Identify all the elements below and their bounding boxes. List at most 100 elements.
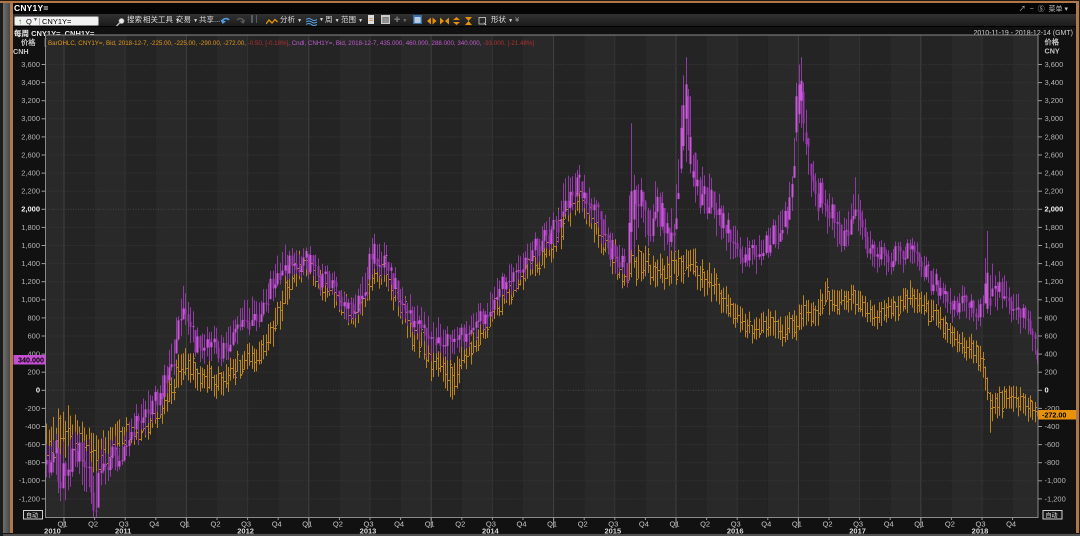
svg-text:Q3: Q3 [853, 520, 863, 529]
svg-text:Q4: Q4 [516, 520, 526, 529]
svg-text:价格: 价格 [1045, 38, 1060, 47]
svg-text:Q2: Q2 [578, 520, 588, 529]
svg-text:Q4: Q4 [149, 520, 159, 529]
svg-text:2013: 2013 [360, 527, 377, 536]
svg-text:2,600: 2,600 [21, 150, 40, 159]
svg-text:-400: -400 [25, 422, 40, 431]
svg-text:2,400: 2,400 [21, 169, 40, 178]
svg-text:Q1: Q1 [57, 520, 67, 529]
svg-text:自动: 自动 [1046, 511, 1058, 519]
svg-text:1,400: 1,400 [1045, 259, 1064, 268]
svg-text:-200: -200 [1045, 404, 1060, 413]
svg-text:2,000: 2,000 [1045, 205, 1064, 214]
svg-text:2016: 2016 [727, 527, 744, 536]
svg-text:Q1: Q1 [914, 520, 924, 529]
svg-text:Q3: Q3 [241, 520, 251, 529]
svg-text:Q4: Q4 [639, 520, 649, 529]
svg-text:-1,000: -1,000 [19, 476, 40, 485]
svg-text:CNH: CNH [13, 47, 29, 56]
svg-text:1,200: 1,200 [1045, 277, 1064, 286]
svg-text:200: 200 [1045, 368, 1058, 377]
svg-text:2,800: 2,800 [21, 132, 40, 141]
svg-text:340.000: 340.000 [18, 355, 44, 364]
svg-text:1,800: 1,800 [21, 223, 40, 232]
svg-text:-1,200: -1,200 [1045, 494, 1066, 503]
svg-text:1,600: 1,600 [1045, 241, 1064, 250]
svg-text:1,400: 1,400 [21, 259, 40, 268]
svg-text:3,400: 3,400 [21, 78, 40, 87]
svg-text:800: 800 [27, 313, 40, 322]
svg-text:2010: 2010 [44, 527, 61, 536]
svg-text:2,400: 2,400 [1045, 169, 1064, 178]
svg-text:0: 0 [36, 386, 40, 395]
svg-text:Q3: Q3 [486, 520, 496, 529]
svg-text:600: 600 [1045, 331, 1058, 340]
svg-text:Q4: Q4 [884, 520, 894, 529]
svg-text:Q3: Q3 [975, 520, 985, 529]
svg-text:Q4: Q4 [272, 520, 282, 529]
svg-text:Q3: Q3 [363, 520, 373, 529]
svg-text:2014: 2014 [482, 527, 500, 536]
svg-text:2012: 2012 [237, 527, 254, 536]
svg-text:-200: -200 [25, 404, 40, 413]
svg-text:-272.00: -272.00 [1042, 410, 1066, 419]
svg-text:Q1: Q1 [180, 520, 190, 529]
svg-text:2017: 2017 [849, 527, 866, 536]
svg-text:1,200: 1,200 [21, 277, 40, 286]
svg-text:Q3: Q3 [731, 520, 741, 529]
svg-text:-400: -400 [1045, 422, 1060, 431]
svg-text:2011: 2011 [115, 527, 131, 536]
svg-text:400: 400 [27, 350, 40, 359]
svg-text:Q1: Q1 [302, 520, 312, 529]
svg-text:1,800: 1,800 [1045, 223, 1064, 232]
svg-text:1,000: 1,000 [21, 295, 40, 304]
svg-text:Q2: Q2 [822, 520, 832, 529]
svg-text:Q2: Q2 [333, 520, 343, 529]
svg-text:0: 0 [1045, 386, 1049, 395]
svg-text:600: 600 [27, 331, 40, 340]
svg-text:-1,200: -1,200 [19, 494, 40, 503]
svg-text:价格: 价格 [21, 38, 36, 47]
svg-text:-800: -800 [25, 458, 40, 467]
svg-text:400: 400 [1045, 350, 1058, 359]
svg-text:Q1: Q1 [547, 520, 557, 529]
svg-text:3,000: 3,000 [1045, 114, 1064, 123]
svg-text:3,200: 3,200 [1045, 96, 1064, 105]
svg-text:-600: -600 [25, 440, 40, 449]
svg-text:Q3: Q3 [608, 520, 618, 529]
svg-text:3,000: 3,000 [21, 114, 40, 123]
svg-text:-1,000: -1,000 [1045, 476, 1066, 485]
svg-text:2,200: 2,200 [21, 187, 40, 196]
svg-text:1,600: 1,600 [21, 241, 40, 250]
svg-text:Q2: Q2 [88, 520, 98, 529]
svg-text:Q4: Q4 [394, 520, 404, 529]
svg-text:3,400: 3,400 [1045, 78, 1064, 87]
svg-text:Q4: Q4 [1006, 520, 1016, 529]
svg-text:2,200: 2,200 [1045, 187, 1064, 196]
svg-text:2,000: 2,000 [21, 205, 40, 214]
svg-text:3,600: 3,600 [21, 60, 40, 69]
svg-text:2015: 2015 [604, 527, 621, 536]
svg-text:2,600: 2,600 [1045, 150, 1064, 159]
svg-text:3,200: 3,200 [21, 96, 40, 105]
svg-text:Q3: Q3 [119, 520, 129, 529]
svg-text:2,800: 2,800 [1045, 132, 1064, 141]
svg-text:3,600: 3,600 [1045, 60, 1064, 69]
svg-text:-800: -800 [1045, 458, 1060, 467]
svg-text:CNY: CNY [1045, 47, 1060, 56]
svg-text:200: 200 [27, 368, 40, 377]
svg-text:BarOHLC, CNY1Y=, Bid, 2018-12-: BarOHLC, CNY1Y=, Bid, 2018-12-7, -225.00… [48, 40, 534, 47]
svg-text:Q1: Q1 [792, 520, 802, 529]
svg-text:Q1: Q1 [425, 520, 435, 529]
svg-text:自动: 自动 [26, 511, 38, 519]
svg-text:Q4: Q4 [761, 520, 771, 529]
svg-text:Q2: Q2 [945, 520, 955, 529]
svg-text:800: 800 [1045, 313, 1058, 322]
svg-text:Q2: Q2 [455, 520, 465, 529]
svg-text:Q2: Q2 [210, 520, 220, 529]
svg-text:-600: -600 [1045, 440, 1060, 449]
svg-text:2018: 2018 [972, 527, 989, 536]
svg-text:Q2: Q2 [700, 520, 710, 529]
svg-text:Q1: Q1 [669, 520, 679, 529]
svg-text:1,000: 1,000 [1045, 295, 1064, 304]
